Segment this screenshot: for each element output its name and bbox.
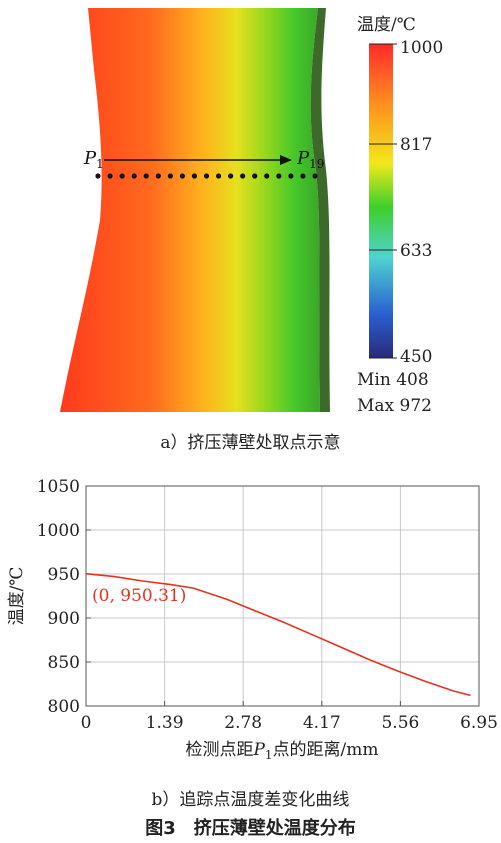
point-end-label: P19 <box>296 148 324 171</box>
probe-point <box>228 173 234 179</box>
x-tick-label: 2.78 <box>224 713 262 733</box>
y-ticks: 800 850 900 950 1000 1050 <box>37 477 91 717</box>
probe-point <box>155 173 161 179</box>
probe-point <box>215 173 222 179</box>
probe-point <box>312 173 318 179</box>
point-annotation: (0, 950.31) <box>92 586 186 606</box>
figure-caption: 图3 挤压薄壁处温度分布 <box>145 818 356 839</box>
x-axis-label: 检测点距P1点的距离/mm <box>185 740 378 762</box>
probe-point <box>300 173 306 179</box>
contour-wall <box>310 8 330 412</box>
y-tick-label: 950 <box>48 565 80 585</box>
point-start-label: P1 <box>83 148 104 171</box>
probe-point <box>131 173 137 179</box>
scale-tick-label: 633 <box>400 241 432 261</box>
scale-tick-label: 1000 <box>400 38 443 58</box>
probe-point <box>95 173 101 179</box>
probe-point <box>167 173 173 179</box>
y-tick-label: 900 <box>48 609 80 629</box>
series-line <box>85 572 471 697</box>
x-tick-label: 4.17 <box>303 713 341 733</box>
probe-point <box>107 173 113 179</box>
temperature-contour-figure: P1 P19 温度/℃ 1000 817 633 450 Min 408 Max… <box>60 8 443 416</box>
probe-point <box>276 173 282 179</box>
max-label: Max 972 <box>357 396 432 416</box>
probe-point <box>264 173 270 179</box>
probe-point <box>179 173 185 179</box>
probe-arrow-head <box>280 155 292 165</box>
probe-point <box>119 173 125 179</box>
color-scale-bar <box>369 44 393 358</box>
x-tick-label: 1.39 <box>146 713 184 733</box>
legend-title: 温度/℃ <box>357 15 416 35</box>
scale-tick-label: 817 <box>400 135 432 155</box>
probe-point <box>143 173 149 179</box>
min-label: Min 408 <box>357 370 429 390</box>
probe-point <box>252 173 258 179</box>
x-ticks: 0 1.39 2.78 4.17 5.56 6.95 <box>81 701 498 733</box>
x-tick-label: 0 <box>81 713 92 733</box>
series <box>85 572 471 697</box>
probe-point <box>288 173 294 179</box>
x-tick-label: 6.95 <box>460 713 498 733</box>
probe-point <box>203 173 210 179</box>
scale-tick-label: 450 <box>400 347 432 367</box>
y-tick-label: 1000 <box>37 521 80 541</box>
temperature-line-chart: 800 850 900 950 1000 1050 0 1.39 2.78 4.17 5.56 6.… <box>7 477 498 762</box>
y-axis-label: 温度/℃ <box>7 567 27 626</box>
probe-points <box>95 173 318 179</box>
y-tick-label: 850 <box>48 653 80 673</box>
caption-b: b）追踪点温度差变化曲线 <box>151 790 350 810</box>
y-tick-label: 800 <box>48 697 80 717</box>
contour-body <box>60 8 320 412</box>
probe-point <box>191 173 198 179</box>
caption-a: a）挤压薄壁处取点示意 <box>160 433 341 453</box>
plot-frame <box>85 485 480 707</box>
y-tick-label: 1050 <box>37 477 80 497</box>
x-tick-label: 5.56 <box>381 713 419 733</box>
probe-point <box>240 173 246 179</box>
